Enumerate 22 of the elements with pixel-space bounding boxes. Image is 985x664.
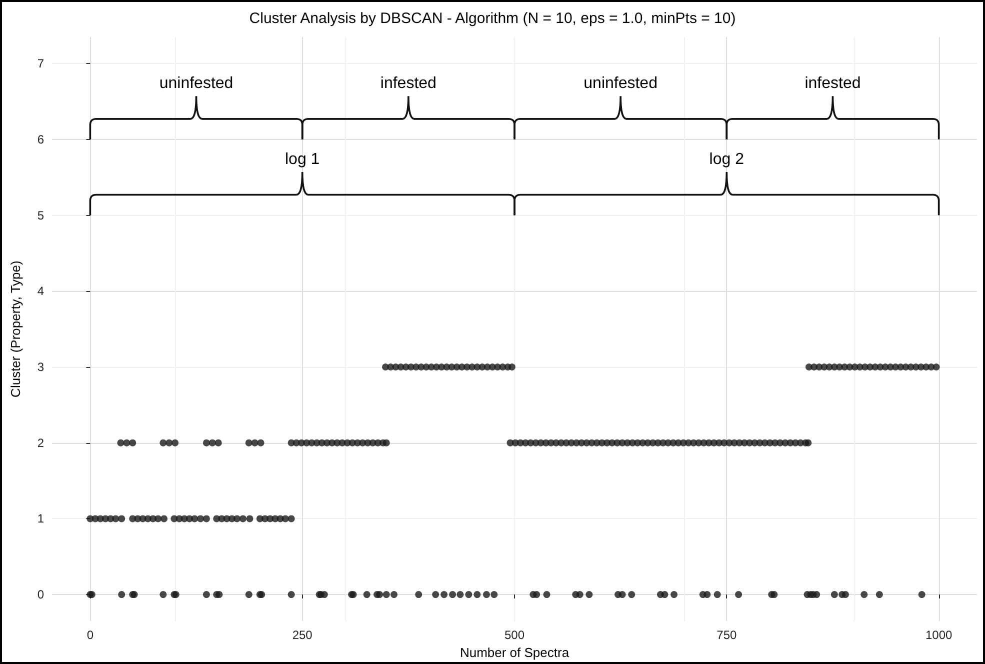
annotation: infested (804, 75, 861, 92)
y-tick-label: 2 (37, 436, 44, 450)
y-tick-label: 4 (37, 284, 44, 298)
annotation: uninfested (584, 75, 658, 92)
y-axis-title: Cluster (Property, Type) (8, 260, 23, 398)
x-tick-label: 500 (504, 628, 525, 642)
x-tick-label: 1000 (925, 628, 952, 642)
annotation: infested (380, 75, 436, 92)
x-tick-label: 250 (292, 628, 313, 642)
y-tick-label: 1 (37, 512, 44, 526)
annotation: uninfested (159, 75, 234, 92)
annotation: log 1 (284, 151, 320, 168)
annotation: log 2 (709, 151, 744, 168)
y-tick-label: 0 (37, 588, 44, 602)
y-tick-label: 3 (37, 360, 44, 374)
x-tick-label: 750 (716, 628, 737, 642)
chart-title: Cluster Analysis by DBSCAN - Algorithm (N = 10, eps = 1.0, minPts = 10) (249, 10, 736, 27)
y-tick-label: 6 (37, 132, 44, 146)
x-tick-label: 0 (86, 628, 94, 642)
y-tick-label: 7 (37, 56, 44, 71)
y-tick-label: 5 (37, 208, 44, 222)
x-axis-title: Number of Spectra (460, 645, 570, 660)
